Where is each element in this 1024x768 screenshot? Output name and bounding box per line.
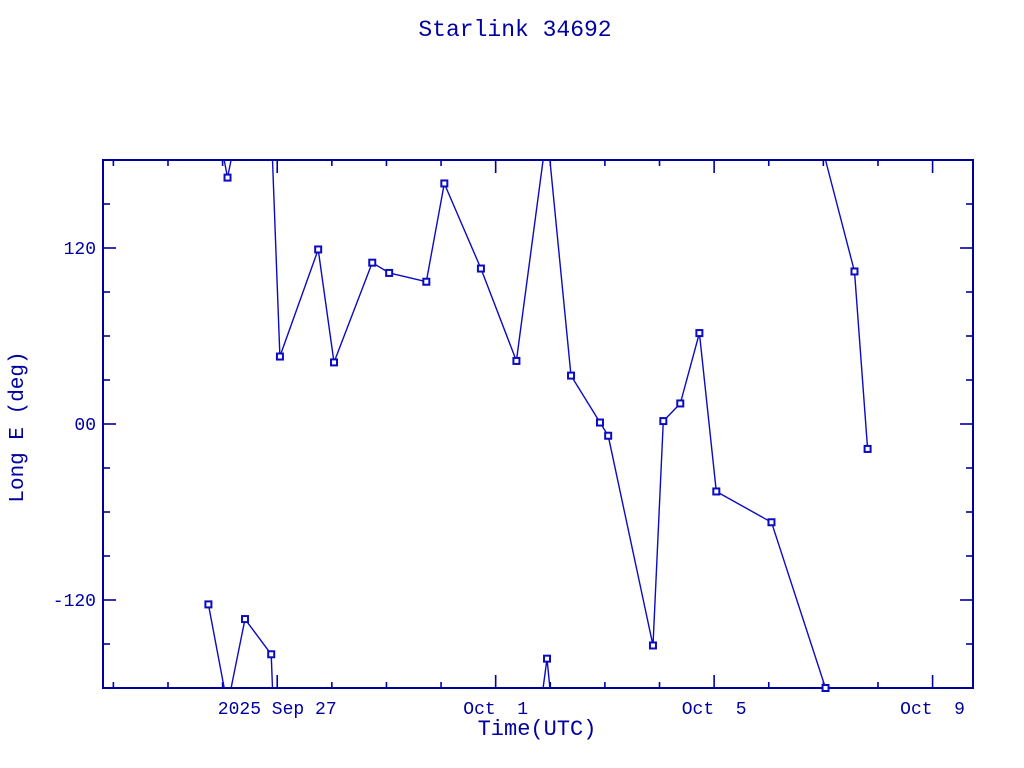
series-line: [207, 159, 869, 689]
data-point-marker: [204, 600, 213, 609]
data-point-marker: [659, 417, 668, 426]
data-point-marker: [767, 518, 776, 527]
data-point-marker: [275, 352, 284, 361]
data-point-marker: [712, 487, 721, 496]
x-tick-label: Oct 5: [682, 700, 747, 720]
data-point-marker: [850, 267, 859, 276]
data-point-marker: [368, 258, 377, 267]
data-point-marker: [267, 650, 276, 659]
chart-title: Starlink 34692: [418, 17, 612, 43]
y-tick-label: -120: [53, 592, 96, 612]
data-point-marker: [330, 358, 339, 367]
x-tick-label: 2025 Sep 27: [218, 700, 337, 720]
data-point-marker: [543, 654, 552, 663]
data-point-marker: [648, 641, 657, 650]
data-point-marker: [695, 329, 704, 338]
y-tick-label: 120: [64, 240, 96, 260]
data-point-marker: [476, 264, 485, 273]
data-point-marker: [512, 356, 521, 365]
x-tick-label: Oct 1: [463, 700, 528, 720]
data-point-marker: [240, 615, 249, 624]
data-point-marker: [595, 418, 604, 427]
plot-frame: [102, 159, 974, 689]
data-point-marker: [314, 245, 323, 254]
x-axis-title: Time(UTC): [477, 717, 597, 742]
data-point-marker: [422, 277, 431, 286]
x-tick-label: Oct 9: [900, 700, 965, 720]
data-point-marker: [676, 399, 685, 408]
data-point-marker: [385, 268, 394, 277]
data-point-marker: [863, 444, 872, 453]
data-point-marker: [567, 371, 576, 380]
data-point-marker: [223, 173, 232, 182]
data-point-marker: [440, 179, 449, 188]
y-tick-label: 00: [74, 416, 96, 436]
data-point-marker: [821, 684, 830, 692]
data-point-marker: [604, 431, 613, 440]
